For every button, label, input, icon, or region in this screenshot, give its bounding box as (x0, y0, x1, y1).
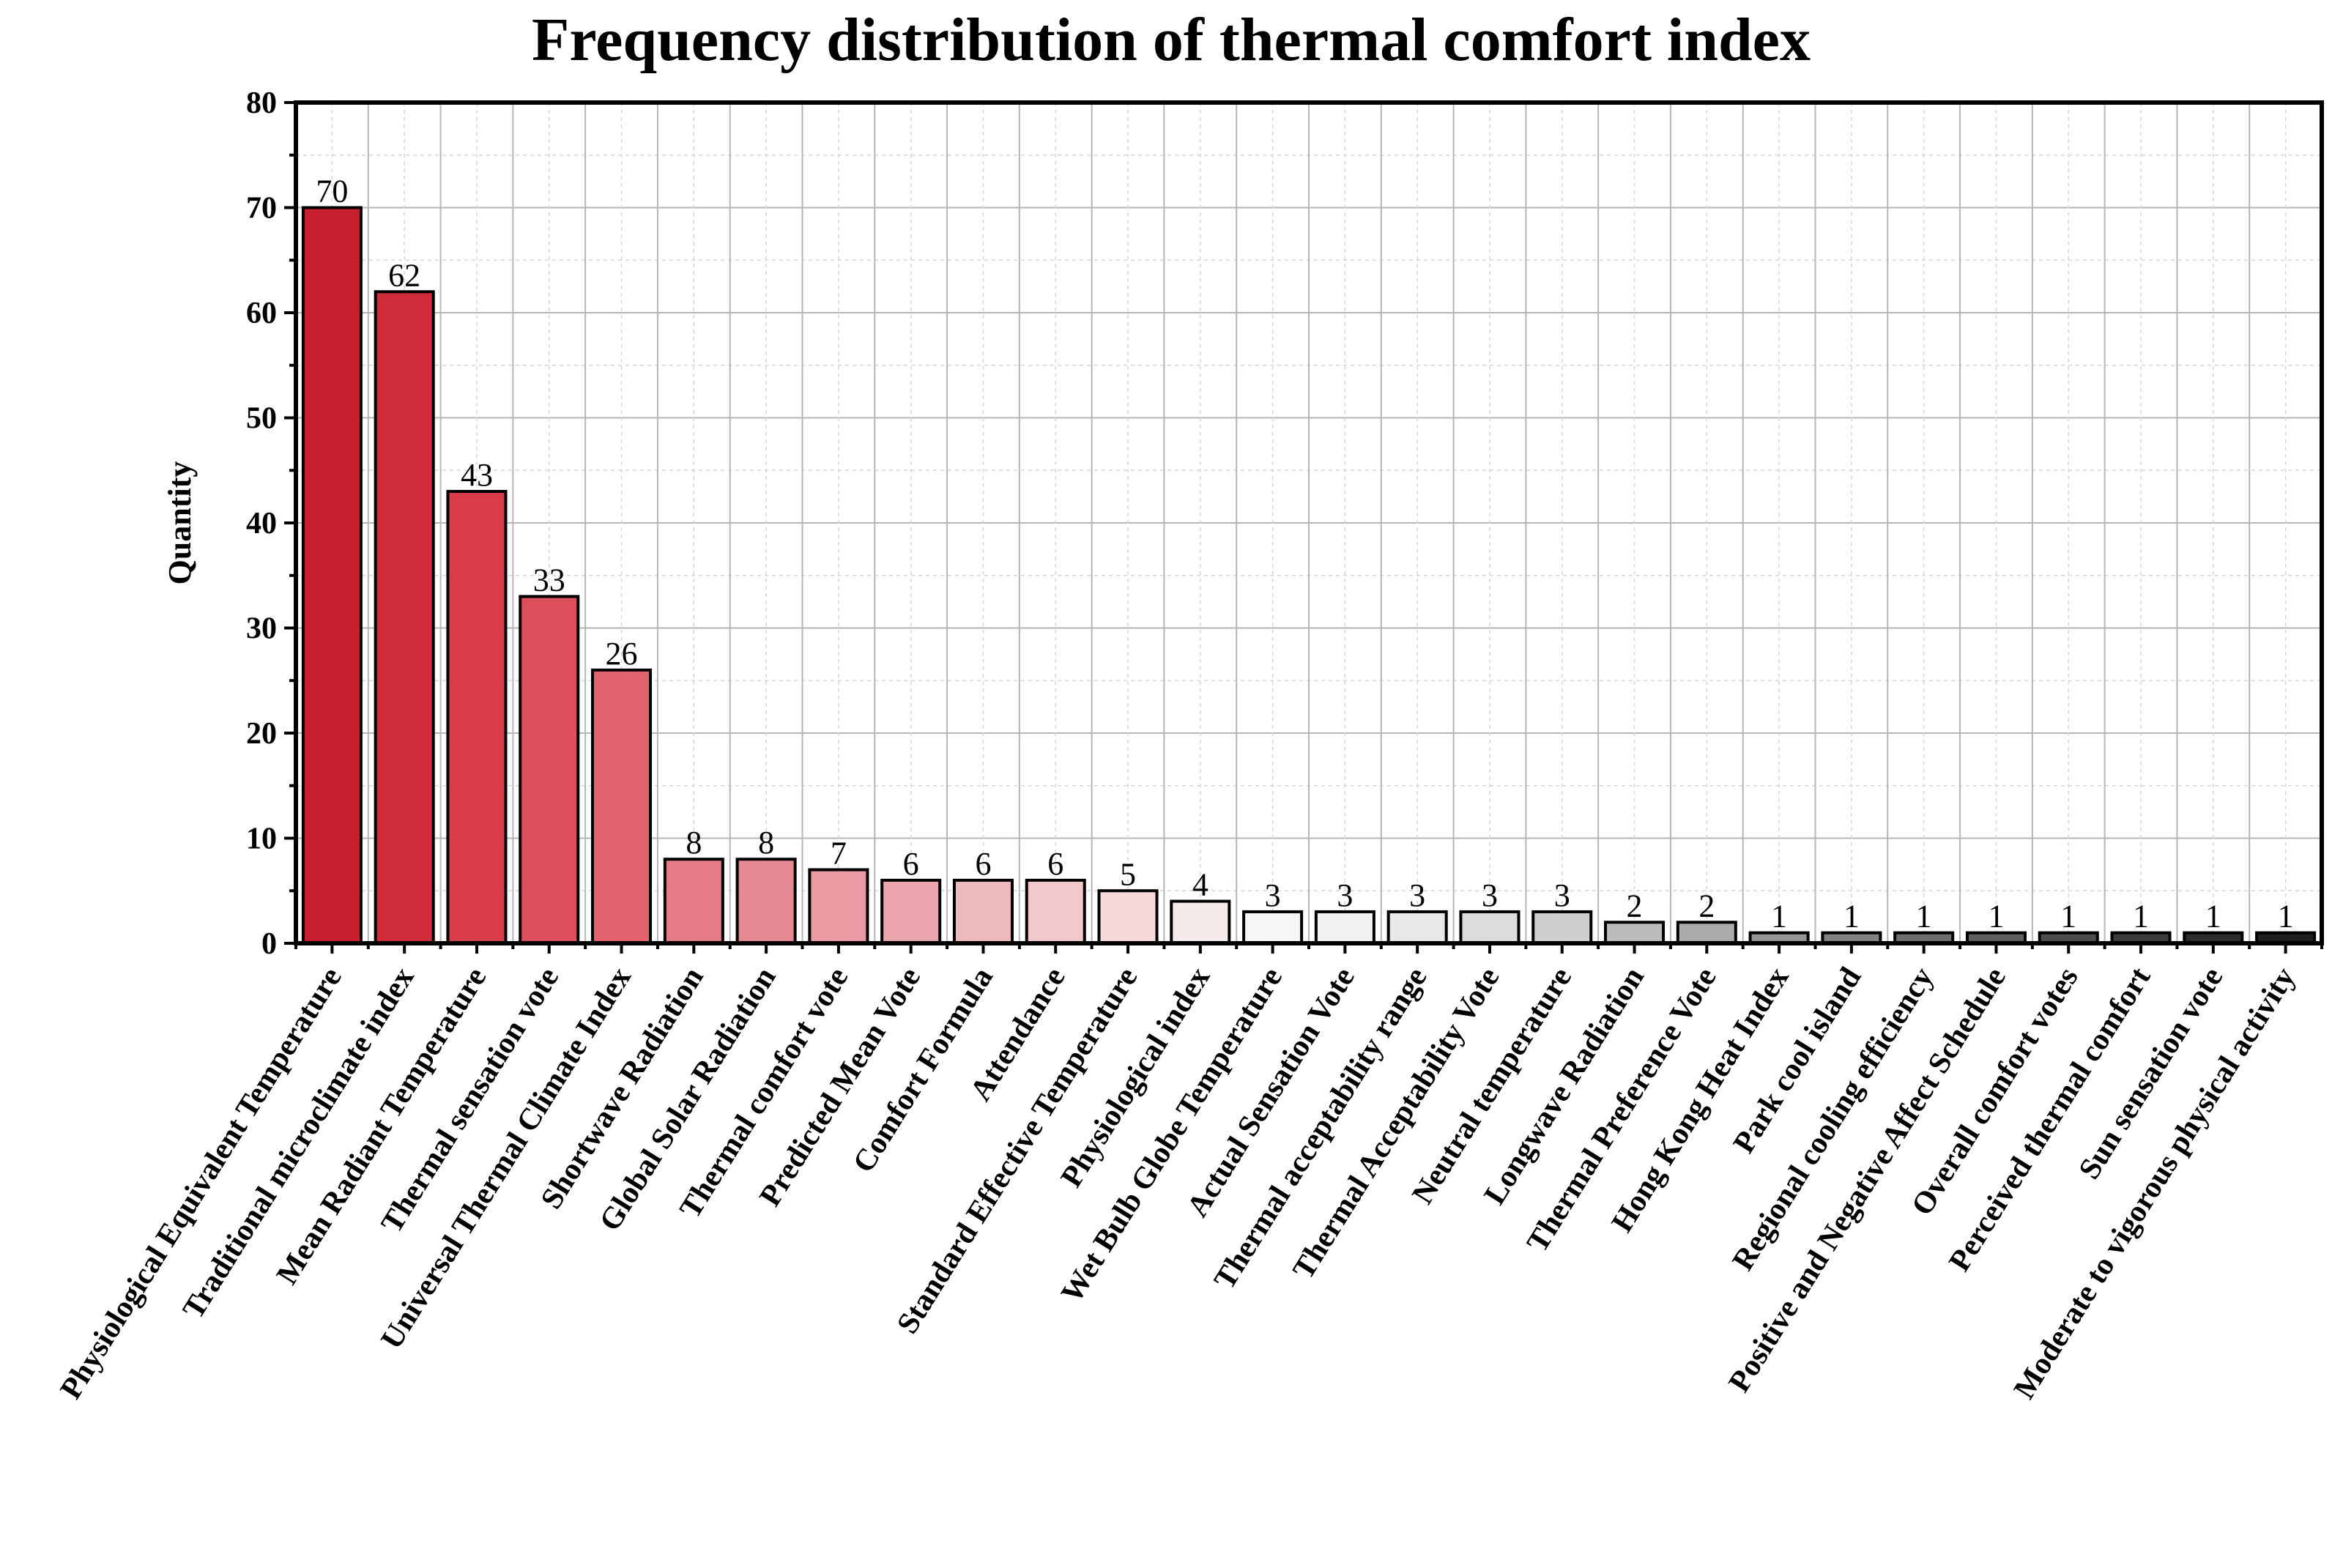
data-label: 1 (2060, 899, 2076, 935)
data-label: 3 (1554, 877, 1570, 913)
data-label: 70 (316, 174, 348, 209)
data-label: 1 (1771, 899, 1787, 935)
data-label: 1 (1916, 899, 1932, 935)
bar (1242, 910, 1304, 945)
data-label: 3 (1337, 877, 1353, 913)
data-label: 1 (2133, 899, 2149, 935)
bar (663, 858, 724, 945)
y-tick-label: 50 (246, 402, 277, 436)
data-label: 62 (388, 257, 420, 293)
bar (1025, 878, 1086, 945)
bar (1604, 921, 1666, 945)
y-tick-label: 60 (246, 297, 277, 330)
bar (301, 206, 363, 945)
bar (591, 668, 653, 945)
data-label: 8 (686, 825, 702, 861)
bar (1170, 899, 1231, 945)
data-label: 3 (1265, 877, 1281, 913)
data-label: 2 (1698, 888, 1715, 924)
data-label: 26 (606, 636, 638, 672)
bar (1459, 910, 1520, 945)
data-label: 43 (461, 457, 493, 493)
data-label: 1 (2278, 899, 2294, 935)
data-label: 8 (758, 825, 774, 861)
y-tick-label: 80 (246, 86, 277, 120)
data-label: 1 (1988, 899, 2004, 935)
bars (301, 206, 2317, 945)
data-label: 6 (975, 846, 991, 882)
bar (1676, 921, 1737, 945)
data-label: 2 (1627, 888, 1643, 924)
y-tick-label: 30 (246, 612, 277, 646)
bar (1386, 910, 1448, 945)
bar (519, 595, 580, 945)
data-label: 6 (1047, 846, 1063, 882)
y-axis: 0 10 20 30 40 50 60 70 80 (246, 86, 296, 961)
chart-title: Frequency distribution of thermal comfor… (532, 6, 1811, 74)
y-tick-label: 20 (246, 717, 277, 751)
y-tick-label: 40 (246, 507, 277, 540)
grid (295, 102, 2322, 944)
data-label: 5 (1120, 856, 1136, 892)
y-tick-label: 0 (261, 927, 277, 961)
bar (735, 858, 797, 945)
data-label: 1 (2205, 899, 2221, 935)
data-label: 7 (831, 836, 847, 872)
data-label: 6 (903, 846, 919, 882)
bar (446, 489, 508, 945)
data-label: 4 (1192, 867, 1208, 903)
y-axis-label: Quantity (162, 461, 198, 585)
data-label: 3 (1409, 877, 1425, 913)
bar (1097, 889, 1159, 945)
y-tick-label: 70 (246, 192, 277, 226)
bar (880, 878, 942, 945)
x-tick-label: Physiological Equivalent Temperature (54, 962, 349, 1405)
x-tick-label: Positive and Negative Affect Schedule (1723, 962, 2013, 1398)
bar (1314, 910, 1375, 945)
data-label: 1 (1843, 899, 1860, 935)
bar (374, 290, 435, 945)
y-tick-label: 10 (246, 822, 277, 856)
bar (1531, 910, 1593, 945)
bar (952, 878, 1014, 945)
data-label: 33 (533, 562, 565, 598)
x-axis: Physiological Equivalent TemperatureTrad… (54, 943, 2323, 1405)
data-label: 3 (1482, 877, 1498, 913)
bar (808, 868, 869, 945)
